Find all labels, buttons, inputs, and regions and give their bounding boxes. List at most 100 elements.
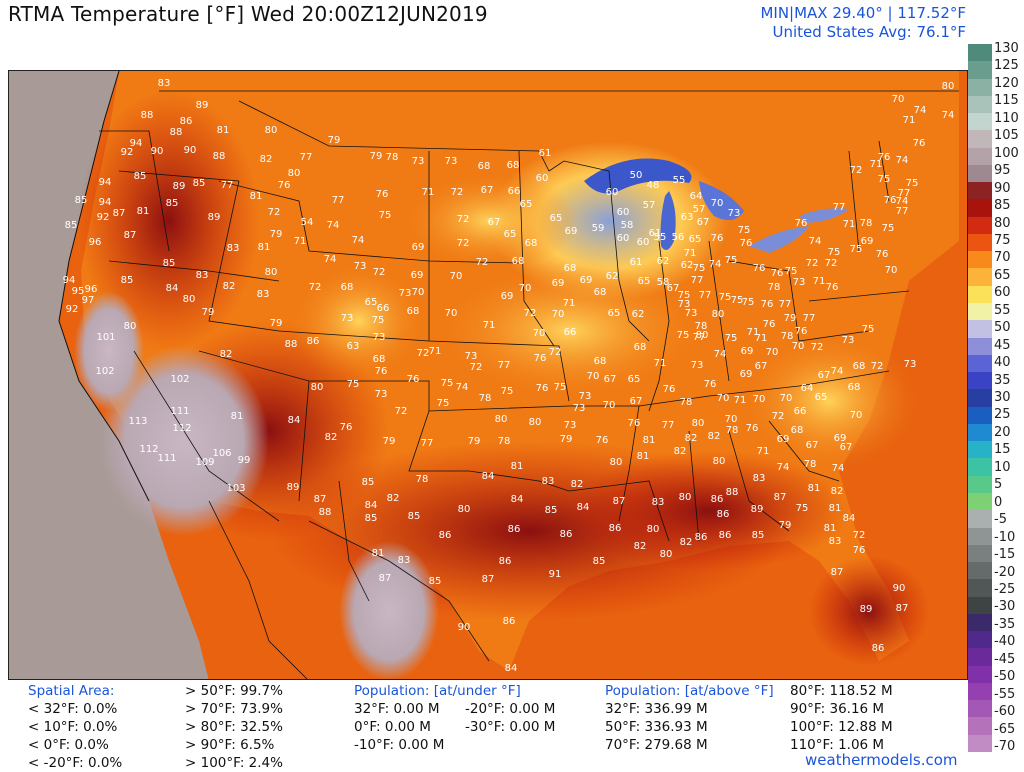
temperature-label: 68 <box>407 306 420 317</box>
temperature-label: 72 <box>373 267 386 278</box>
temperature-label: 78 <box>695 321 708 332</box>
temperature-label: 94 <box>130 138 143 149</box>
midwest-mild-region <box>429 261 709 401</box>
temperature-label: 80 <box>696 330 709 341</box>
temperature-label: 69 <box>834 433 847 444</box>
temperature-label: 70 <box>450 271 463 282</box>
temperature-label: 102 <box>170 374 189 385</box>
temperature-label: 76 <box>407 374 420 385</box>
temperature-label: 78 <box>726 425 739 436</box>
spatial-area-title: Spatial Area: <box>28 683 115 699</box>
temperature-label: 77 <box>421 438 434 449</box>
map-title: RTMA Temperature [°F] Wed 20:00Z12JUN201… <box>8 2 488 26</box>
temperature-label: 83 <box>158 78 171 89</box>
temperature-label: 85 <box>365 513 378 524</box>
temperature-label: 87 <box>482 574 495 585</box>
colorbar-segment <box>968 544 992 563</box>
temperature-colorbar <box>968 44 992 753</box>
temperature-label: 73 <box>685 308 698 319</box>
temperature-label: 74 <box>914 105 927 116</box>
temperature-label: 76 <box>663 384 676 395</box>
colorbar-tick-label: 90 <box>994 180 1011 196</box>
colorbar-tick-label: 30 <box>994 390 1011 405</box>
temperature-label: 72 <box>457 214 470 225</box>
temperature-label: 87 <box>774 492 787 503</box>
temperature-label: 74 <box>942 110 955 121</box>
colorbar-tick-label: 50 <box>994 320 1011 336</box>
temperature-label: 77 <box>803 313 816 324</box>
colorbar-tick-label: -60 <box>994 704 1016 720</box>
colorbar-segment <box>968 251 992 269</box>
temperature-label: 71 <box>429 346 442 357</box>
colorbar-segment <box>968 285 992 304</box>
statistics-footer: Spatial Area: < 32°F: 0.0% < 10°F: 0.0% < … <box>0 682 968 771</box>
temperature-label: 70 <box>753 394 766 405</box>
temperature-label: 85 <box>408 511 421 522</box>
temperature-label: 87 <box>379 573 392 584</box>
temperature-label: 75 <box>725 255 738 266</box>
temperature-label: 76 <box>878 152 891 163</box>
temperature-label: 84 <box>511 494 524 505</box>
temperature-label: 85 <box>193 178 206 189</box>
temperature-label: 103 <box>226 483 245 494</box>
temperature-label: 76 <box>795 218 808 229</box>
temperature-label: 81 <box>637 451 650 462</box>
temperature-label: 87 <box>831 567 844 578</box>
colorbar-tick-label: -70 <box>994 739 1016 754</box>
temperature-label: 55 <box>673 175 686 186</box>
colorbar-tick-label: 35 <box>994 372 1011 388</box>
temperature-label: 82 <box>634 541 647 552</box>
temperature-label: 80 <box>713 456 726 467</box>
temperature-label: 83 <box>257 289 270 300</box>
temperature-label: 73 <box>678 299 691 310</box>
temperature-label: 85 <box>163 258 176 269</box>
desert-southwest-region <box>99 346 269 536</box>
temperature-label: 82 <box>325 432 338 443</box>
colorbar-segment <box>968 579 992 598</box>
colorbar-segment <box>968 562 992 580</box>
temperature-label: 76 <box>913 138 926 149</box>
site-credit[interactable]: weathermodels.com <box>805 751 958 769</box>
colorbar-segment <box>968 216 992 235</box>
temperature-label: 76 <box>278 180 291 191</box>
temperature-label: 68 <box>853 361 866 372</box>
temperature-label: 75 <box>693 263 706 274</box>
temperature-label: 88 <box>213 151 226 162</box>
temperature-label: 82 <box>831 486 844 497</box>
temperature-label: 60 <box>637 237 650 248</box>
temperature-label: 75 <box>347 379 360 390</box>
colorbar-tick-label: 120 <box>994 75 1019 91</box>
temperature-label: 99 <box>238 455 251 466</box>
temperature-label: 87 <box>613 496 626 507</box>
temperature-label: 81 <box>137 206 150 217</box>
population-above-item: 100°F: 12.88 M <box>790 719 893 735</box>
colorbar-segment <box>968 164 992 183</box>
temperature-label: 61 <box>630 257 643 268</box>
colorbar-tick-label: -55 <box>994 686 1016 702</box>
temperature-label: 75 <box>731 295 744 306</box>
temperature-label: 72 <box>451 187 464 198</box>
temperature-label: 68 <box>564 263 577 274</box>
colorbar-tick-label: 5 <box>994 477 1003 493</box>
temperature-label: 76 <box>375 366 388 377</box>
temperature-label: 69 <box>411 270 424 281</box>
temperature-label: 85 <box>121 275 134 286</box>
temperature-label: 70 <box>519 283 532 294</box>
colorbar-tick-label: 125 <box>994 58 1019 74</box>
temperature-label: 75 <box>828 247 841 258</box>
temperature-label: 75 <box>738 225 751 236</box>
florida-heat-region <box>809 556 929 666</box>
colorbar-segment <box>968 95 992 114</box>
temperature-label: 76 <box>704 379 717 390</box>
colorbar-tick-label: -10 <box>994 529 1016 545</box>
temperature-label: 84 <box>365 500 378 511</box>
temperature-label: 80 <box>610 457 623 468</box>
temperature-label: 89 <box>287 482 300 493</box>
temperature-label: 71 <box>843 219 856 230</box>
temperature-label: 65 <box>815 392 828 403</box>
temperature-label: 86 <box>711 494 724 505</box>
temperature-label: 72 <box>549 347 562 358</box>
temperature-label: 89 <box>751 504 764 515</box>
temperature-label: 80 <box>692 418 705 429</box>
temperature-label: 86 <box>560 529 573 540</box>
